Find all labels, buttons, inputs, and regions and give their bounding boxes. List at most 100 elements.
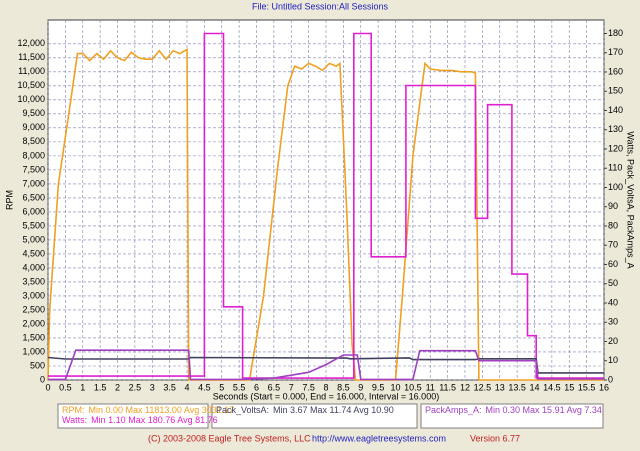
x-tick-label: 4 bbox=[184, 382, 189, 392]
x-tick-label: 13 bbox=[495, 382, 505, 392]
x-tick-label: 10.5 bbox=[404, 382, 422, 392]
y-tick-label: 10,000 bbox=[17, 94, 45, 104]
x-tick-label: 2 bbox=[115, 382, 120, 392]
y-tick-label: 500 bbox=[30, 360, 45, 370]
x-tick-label: 10 bbox=[390, 382, 400, 392]
x-tick-label: 1 bbox=[80, 382, 85, 392]
y2-tick-label: 110 bbox=[608, 163, 622, 173]
series-line bbox=[48, 349, 604, 381]
x-tick-label: 7.5 bbox=[302, 382, 315, 392]
legend-box bbox=[57, 403, 209, 429]
y-tick-label: 1,500 bbox=[22, 332, 45, 342]
x-tick-label: 4.5 bbox=[198, 382, 211, 392]
y-tick-label: 4,000 bbox=[22, 262, 45, 272]
x-tick-label: 12.5 bbox=[474, 382, 492, 392]
y-tick-label: 1,000 bbox=[22, 346, 45, 356]
y-tick-label: 5,500 bbox=[22, 220, 45, 230]
x-tick-label: 9 bbox=[358, 382, 363, 392]
x-tick-label: 11 bbox=[426, 382, 435, 392]
x-tick-label: 8.5 bbox=[337, 382, 350, 392]
legend-name: Pack_VoltsA: bbox=[216, 405, 269, 415]
y2-tick-label: 140 bbox=[608, 105, 623, 115]
legend-entry: RPM: Min 0.00 Max 11813.00 Avg 3031.17 bbox=[62, 405, 234, 415]
legend-entry: Watts: Min 1.10 Max 180.76 Avg 81.76 bbox=[62, 415, 218, 425]
y2-tick-label: 180 bbox=[608, 28, 623, 38]
y2-tick-label: 60 bbox=[608, 259, 618, 269]
y2-tick-label: 160 bbox=[608, 66, 623, 76]
x-axis-label: Seconds (Start = 0.000, End = 16.000, In… bbox=[213, 391, 439, 401]
footer-url: http://www.eagletreesystems.com bbox=[312, 433, 446, 443]
x-tick-label: 6 bbox=[254, 382, 259, 392]
x-tick-label: 12 bbox=[460, 382, 470, 392]
y2-tick-label: 90 bbox=[608, 201, 618, 211]
y-tick-label: 8,000 bbox=[22, 150, 45, 160]
y-tick-label: 5,000 bbox=[22, 234, 45, 244]
legend-stats: Min 3.67 Max 11.74 Avg 10.90 bbox=[273, 405, 394, 415]
x-tick-label: 5.5 bbox=[233, 382, 246, 392]
y-axis-label: RPM bbox=[4, 190, 14, 210]
x-tick-label: 7 bbox=[289, 382, 294, 392]
x-tick-label: 14 bbox=[529, 382, 539, 392]
y-tick-label: 4,500 bbox=[22, 248, 45, 258]
y-tick-label: 7,000 bbox=[22, 178, 45, 188]
x-tick-label: 8 bbox=[323, 382, 328, 392]
legend-stats: Min 0.30 Max 15.91 Avg 7.34 bbox=[486, 405, 602, 415]
y-tick-label: 9,000 bbox=[22, 122, 45, 132]
y-tick-label: 3,500 bbox=[22, 276, 45, 286]
y-tick-label: 12,000 bbox=[17, 38, 45, 48]
y-tick-label: 11,500 bbox=[18, 52, 45, 62]
y-tick-label: 6,000 bbox=[22, 206, 45, 216]
legend-stats: Min 0.00 Max 11813.00 Avg 3031.17 bbox=[89, 405, 235, 415]
y2-tick-label: 130 bbox=[608, 124, 623, 134]
legend-name: RPM: bbox=[62, 405, 85, 415]
footer-copyright: (C) 2003-2008 Eagle Tree Systems, LLC bbox=[148, 433, 311, 443]
x-tick-label: 15 bbox=[564, 382, 574, 392]
y-tick-label: 2,000 bbox=[22, 318, 45, 328]
y-tick-label: 2,500 bbox=[22, 304, 45, 314]
x-tick-label: 14.5 bbox=[543, 382, 561, 392]
y-tick-label: 7,500 bbox=[22, 164, 45, 174]
y2-tick-label: 20 bbox=[608, 336, 618, 346]
y2-tick-label: 100 bbox=[608, 182, 623, 192]
x-tick-label: 9.5 bbox=[372, 382, 385, 392]
y2-axis-label: Watts, Pack_VoltsA, PackAmps_A bbox=[626, 131, 636, 268]
x-tick-label: 1.5 bbox=[94, 382, 107, 392]
footer-version: Version 6.77 bbox=[470, 433, 520, 443]
y2-tick-label: 70 bbox=[608, 240, 618, 250]
x-tick-label: 6.5 bbox=[268, 382, 281, 392]
y-tick-label: 0 bbox=[40, 374, 45, 384]
x-tick-label: 5 bbox=[219, 382, 224, 392]
legend-entry: PackAmps_A: Min 0.30 Max 15.91 Avg 7.34 bbox=[425, 405, 602, 415]
y2-tick-label: 80 bbox=[608, 220, 618, 230]
y-tick-label: 8,500 bbox=[22, 136, 45, 146]
y2-tick-label: 40 bbox=[608, 297, 618, 307]
x-tick-label: 11.5 bbox=[439, 382, 456, 392]
legend-box bbox=[211, 403, 418, 429]
y2-tick-label: 50 bbox=[608, 278, 618, 288]
x-tick-label: 2.5 bbox=[129, 382, 142, 392]
legend-box bbox=[420, 403, 604, 429]
y2-tick-label: 170 bbox=[608, 47, 623, 57]
chart-title: File: Untitled Session:All Sessions bbox=[252, 1, 389, 11]
y-tick-label: 3,000 bbox=[22, 290, 45, 300]
legend-name: PackAmps_A: bbox=[425, 405, 482, 415]
y2-tick-label: 10 bbox=[608, 355, 618, 365]
y-tick-label: 9,500 bbox=[22, 108, 45, 118]
x-tick-label: 0.5 bbox=[59, 382, 72, 392]
legend-entry: Pack_VoltsA: Min 3.67 Max 11.74 Avg 10.90 bbox=[216, 405, 394, 415]
x-tick-label: 16 bbox=[599, 382, 609, 392]
x-tick-label: 13.5 bbox=[508, 382, 526, 392]
series-line bbox=[48, 32, 604, 379]
y2-tick-label: 0 bbox=[608, 374, 613, 384]
x-tick-label: 15.5 bbox=[578, 382, 596, 392]
legend-name: Watts: bbox=[62, 415, 87, 425]
y2-tick-label: 150 bbox=[608, 86, 623, 96]
x-tick-label: 3.5 bbox=[163, 382, 176, 392]
x-tick-label: 0 bbox=[45, 382, 50, 392]
y-tick-label: 10,500 bbox=[17, 80, 45, 90]
x-tick-label: 3 bbox=[150, 382, 155, 392]
y2-tick-label: 120 bbox=[608, 143, 623, 153]
series-line bbox=[47, 47, 604, 381]
